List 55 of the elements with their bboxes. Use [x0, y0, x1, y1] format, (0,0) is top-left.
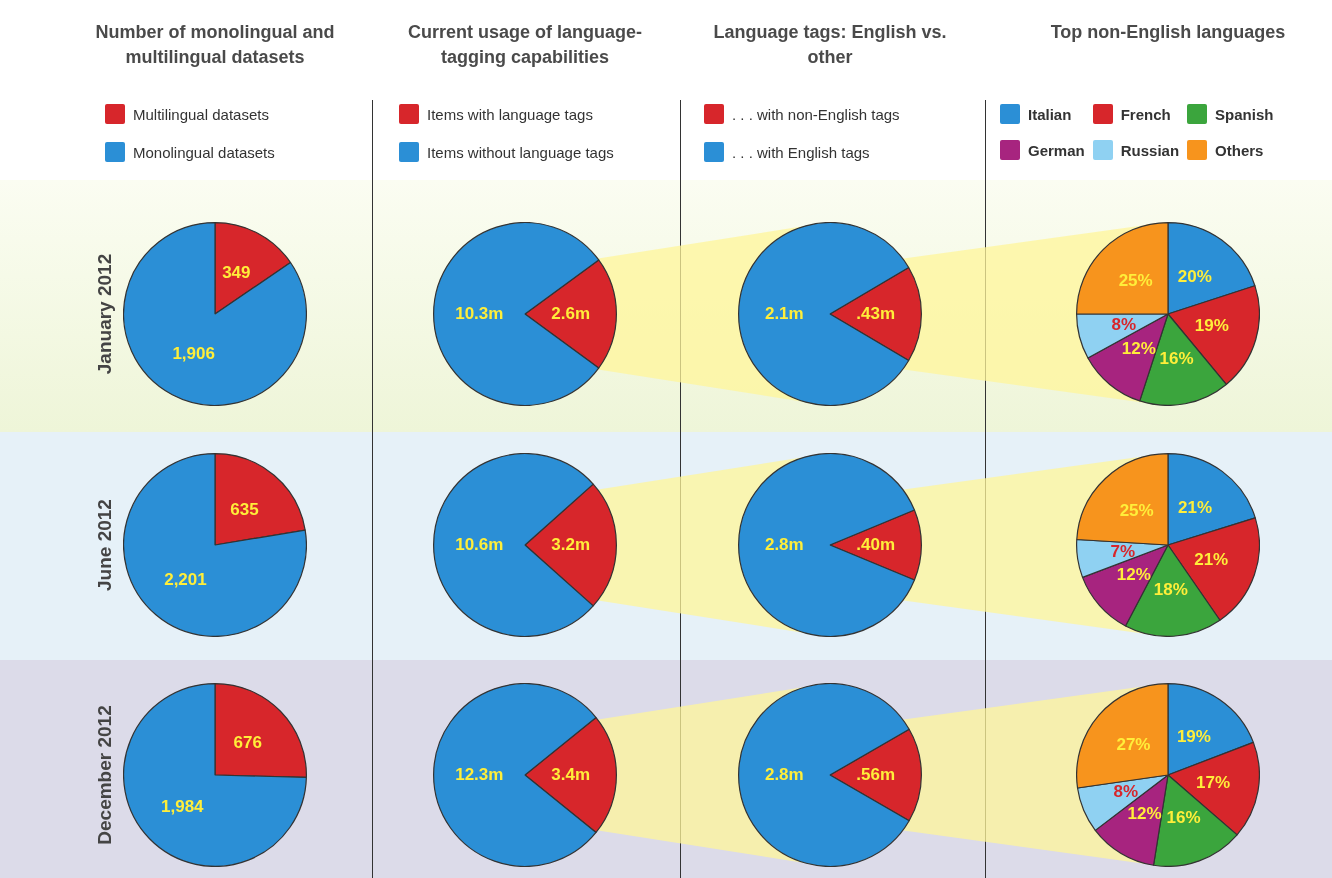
- data-label: 21%: [1178, 497, 1213, 517]
- data-label: 8%: [1111, 315, 1137, 335]
- data-label: 2.8m: [764, 534, 804, 554]
- data-label: 2.1m: [764, 303, 804, 323]
- data-label: 2,201: [164, 569, 207, 589]
- data-label: 12%: [1116, 564, 1151, 584]
- data-label: 676: [233, 732, 262, 752]
- legend-label: Items without language tags: [427, 143, 614, 161]
- legend-label: Others: [1215, 141, 1264, 159]
- data-label: 25%: [1118, 271, 1153, 291]
- chart-title: Top non-English languages: [1049, 21, 1287, 44]
- data-label: .40m: [856, 534, 896, 554]
- data-label: 16%: [1159, 348, 1194, 368]
- data-label: 10.6m: [455, 534, 504, 554]
- data-label: 635: [230, 499, 259, 519]
- data-label: 27%: [1116, 734, 1151, 754]
- data-label: 8%: [1113, 782, 1139, 802]
- data-label: .56m: [856, 764, 896, 784]
- chart-title: Language tags: English vs. other: [712, 21, 948, 69]
- data-label: 1,984: [160, 796, 205, 816]
- data-label: 16%: [1166, 807, 1201, 827]
- legend-label: Spanish: [1215, 105, 1274, 123]
- data-label: 12.3m: [455, 764, 504, 784]
- data-label: 21%: [1194, 549, 1229, 569]
- data-label: 20%: [1177, 266, 1212, 286]
- legend-label: Multilingual datasets: [133, 105, 269, 123]
- data-label: 12%: [1121, 338, 1156, 358]
- legend-label: . . . with English tags: [732, 143, 870, 161]
- data-label: 10.3m: [455, 303, 504, 323]
- data-label: 3.4m: [551, 764, 591, 784]
- legend-label: French: [1120, 105, 1171, 123]
- text: December 2012: [94, 705, 116, 845]
- legend-label: Russian: [1120, 141, 1180, 159]
- legend-label: Items with language tags: [427, 105, 593, 123]
- chart-title: Number of monolingual and multilingual datasets: [94, 21, 336, 69]
- chart-title: Current usage of language-tagging capabilities: [407, 21, 643, 69]
- text: January 2012: [94, 253, 116, 375]
- data-label: 7%: [1110, 541, 1136, 561]
- data-label: 18%: [1153, 580, 1188, 600]
- legend-label: . . . with non-English tags: [732, 105, 900, 123]
- data-label: 17%: [1195, 772, 1231, 792]
- data-label: 25%: [1119, 501, 1154, 521]
- data-label: 19%: [1194, 316, 1229, 336]
- legend-label: German: [1028, 141, 1085, 159]
- data-label: 19%: [1176, 727, 1211, 747]
- legend-label: Monolingual datasets: [133, 143, 275, 161]
- data-label: 12%: [1127, 803, 1162, 823]
- data-label: 1,906: [172, 344, 215, 364]
- data-label: .43m: [856, 303, 896, 323]
- data-label: 349: [222, 263, 251, 283]
- data-label: 2.8m: [764, 764, 804, 784]
- data-label: 2.6m: [551, 303, 591, 323]
- text: June 2012: [94, 499, 116, 591]
- legend-label: Italian: [1028, 105, 1072, 123]
- data-label: 3.2m: [551, 534, 591, 554]
